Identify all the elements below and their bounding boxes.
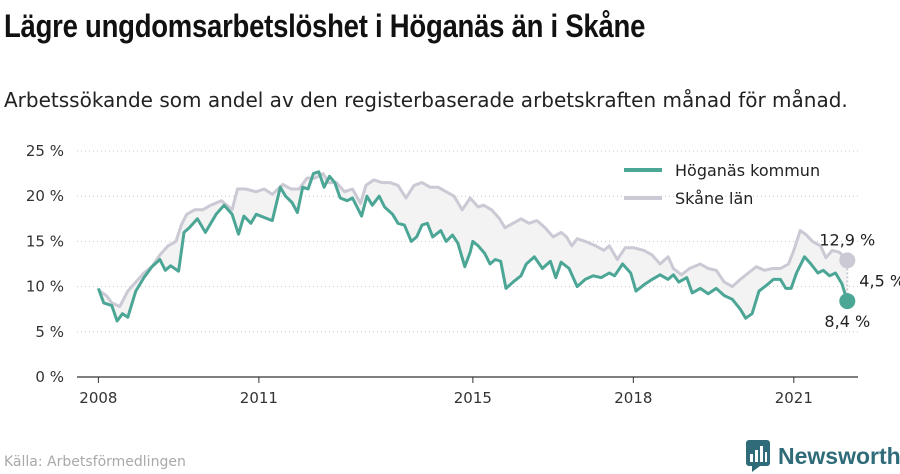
brand-name: Newsworthy: [778, 442, 900, 469]
skane-end-point: [839, 252, 856, 269]
x-tick-label: 2021: [775, 389, 813, 407]
y-tick-label: 5 %: [35, 323, 64, 341]
hoganas-line: [96, 170, 849, 323]
y-tick-label: 10 %: [26, 278, 64, 296]
difference-label: 4,5 %: [859, 272, 900, 291]
newsworthy-logo-icon: [746, 440, 770, 472]
y-axis-labels: 0 % 5 % 10 % 15 % 20 % 25 %: [26, 142, 64, 386]
x-tick-label: 2018: [614, 389, 652, 407]
y-tick-label: 20 %: [26, 187, 64, 205]
legend-label: Skåne län: [675, 189, 753, 208]
x-tick-label: 2008: [79, 389, 117, 407]
y-tick-label: 0 %: [35, 368, 64, 386]
x-axis: 2008 2011 2015 2018 2021: [77, 376, 858, 407]
y-tick-label: 15 %: [26, 232, 64, 250]
chart-title: Lägre ungdomsarbetslöshet i Höganäs än i…: [4, 8, 646, 44]
chart-subtitle: Arbetssökande som andel av den registerb…: [4, 88, 848, 112]
legend-label: Höganäs kommun: [675, 161, 820, 180]
x-tick-label: 2011: [240, 389, 278, 407]
x-tick-label: 2015: [454, 389, 492, 407]
source-note: Källa: Arbetsförmedlingen: [4, 454, 186, 470]
hoganas-end-label: 8,4 %: [824, 312, 870, 331]
end-annotations: 12,9 % 8,4 % 4,5 %: [819, 230, 900, 331]
skane-line: [97, 172, 849, 308]
line-chart: 0 %5 %10 %15 %20 %25 % 2008 2011 2015 2018 2…: [26, 142, 900, 407]
legend: Höganäs kommun Skåne län: [624, 161, 820, 208]
newsworthy-logo: Newsworthy: [746, 440, 900, 472]
y-tick-label: 25 %: [26, 142, 64, 160]
hoganas-end-point: [839, 293, 856, 310]
skane-end-label: 12,9 %: [819, 230, 875, 249]
series-lines: [96, 170, 849, 323]
